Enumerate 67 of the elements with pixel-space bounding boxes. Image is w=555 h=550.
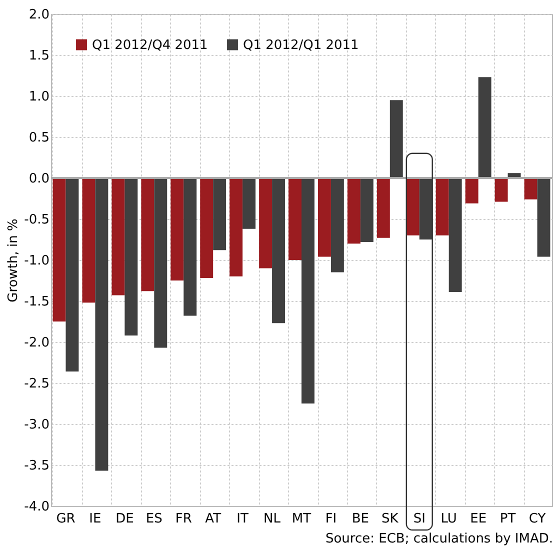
x-tick-label: BE xyxy=(352,512,370,526)
bar xyxy=(330,178,344,272)
bar xyxy=(200,178,214,278)
y-tick-label: -3.0 xyxy=(24,418,50,432)
bar xyxy=(95,178,108,471)
bar xyxy=(406,178,420,236)
y-tick-label: -3.5 xyxy=(24,458,50,474)
x-tick-label: MT xyxy=(292,512,312,526)
y-tick-label: -0.5 xyxy=(24,212,50,228)
x-tick-label: FR xyxy=(175,512,192,526)
bar xyxy=(318,178,331,257)
source-note: Source: ECB; calculations by IMAD. xyxy=(325,532,553,547)
y-tick-label: 2.0 xyxy=(28,8,50,22)
x-tick-label: AT xyxy=(205,512,222,526)
x-tick-label: IT xyxy=(236,512,248,526)
bar xyxy=(524,178,538,200)
bar xyxy=(494,178,508,202)
y-tick-label: -4.0 xyxy=(24,500,50,514)
x-tick-label: LU xyxy=(440,512,457,526)
bar xyxy=(465,178,478,204)
bar xyxy=(376,178,390,238)
y-tick-label: -1.5 xyxy=(24,294,50,310)
x-tick-label: SK xyxy=(382,512,399,526)
y-tick-label: -2.0 xyxy=(24,336,50,350)
bar xyxy=(436,178,449,236)
x-tick-label: ES xyxy=(146,512,162,526)
x-tick-label: DE xyxy=(116,512,134,526)
bar xyxy=(419,178,432,240)
bar xyxy=(302,178,314,404)
bar xyxy=(230,178,243,276)
bar xyxy=(112,178,125,296)
bar xyxy=(154,178,168,348)
bar xyxy=(52,178,66,322)
bar xyxy=(82,178,96,303)
y-tick-label: -1.0 xyxy=(24,254,50,268)
bar xyxy=(288,178,302,260)
bar xyxy=(537,178,550,257)
bar xyxy=(259,178,272,268)
bar xyxy=(478,77,492,178)
y-tick-label: 0.5 xyxy=(28,130,50,146)
legend-label: Q1 2012/Q4 2011 xyxy=(92,38,208,53)
x-tick-label: NL xyxy=(264,512,282,526)
x-tick-label: GR xyxy=(56,512,76,526)
bar xyxy=(347,178,360,244)
bar xyxy=(213,178,226,250)
x-tick-label: SI xyxy=(413,512,426,526)
bar xyxy=(272,178,285,324)
x-tick-label: EE xyxy=(470,512,487,526)
legend-label: Q1 2012/Q1 2011 xyxy=(243,38,359,53)
bar xyxy=(184,178,197,316)
bar xyxy=(141,178,154,292)
bar xyxy=(66,178,79,372)
y-tick-label: -2.5 xyxy=(24,376,50,392)
bar xyxy=(170,178,184,280)
x-tick-label: IE xyxy=(89,512,102,526)
x-tick-label: CY xyxy=(528,512,546,526)
bar xyxy=(124,178,138,336)
bar xyxy=(390,100,403,178)
x-tick-label: PT xyxy=(500,512,516,526)
y-axis-title: Growth, in % xyxy=(6,218,22,302)
bar xyxy=(360,178,374,242)
y-tick-label: 1.0 xyxy=(28,90,50,104)
bar xyxy=(448,178,462,292)
y-tick-label: 1.5 xyxy=(28,48,50,64)
bar xyxy=(242,178,256,229)
y-tick-label: 0.0 xyxy=(28,172,50,186)
x-tick-label: FI xyxy=(325,512,337,526)
